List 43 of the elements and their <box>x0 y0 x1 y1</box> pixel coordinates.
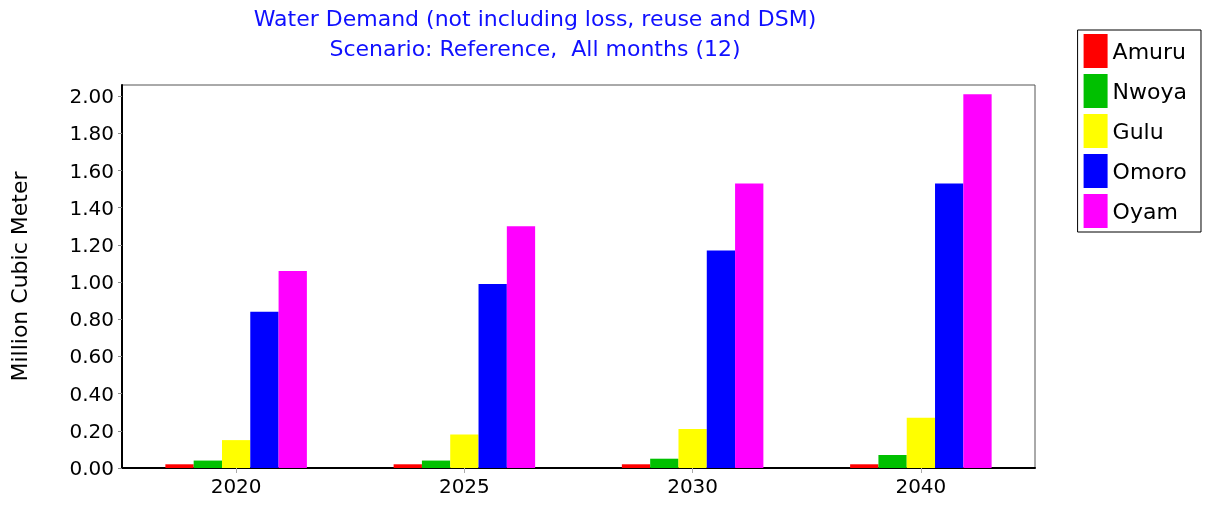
bar <box>878 454 907 468</box>
bar <box>278 270 307 468</box>
bar <box>906 417 936 468</box>
x-tick-label: 2030 <box>667 474 719 498</box>
bar <box>935 183 964 468</box>
bar <box>250 311 279 468</box>
bar <box>506 226 536 468</box>
y-tick-label: 2.00 <box>69 84 114 109</box>
bar <box>221 440 251 468</box>
bar <box>393 464 422 468</box>
chart-title: Water Demand (not including loss, reuse and DSM) <box>253 5 817 31</box>
legend-label: Omoro <box>1112 158 1187 184</box>
x-tick-label: 2040 <box>895 474 947 498</box>
x-tick-label: 2025 <box>438 474 490 498</box>
legend-label: Amuru <box>1112 38 1187 64</box>
bar <box>706 250 736 468</box>
y-tick-label: 1.60 <box>69 158 114 183</box>
bar <box>621 464 651 468</box>
y-tick-label: 1.40 <box>69 195 114 220</box>
y-tick-label: 1.80 <box>69 121 114 146</box>
bar <box>193 460 222 468</box>
bar <box>421 460 451 468</box>
y-tick-label: 1.00 <box>69 270 114 295</box>
y-tick-label: 0.40 <box>69 381 114 406</box>
legend-label: Oyam <box>1112 198 1178 224</box>
y-tick-label: 0.80 <box>69 307 114 332</box>
legend-label: Gulu <box>1112 118 1164 144</box>
x-tick-label: 2020 <box>210 474 262 498</box>
legend-label: Nwoya <box>1112 78 1188 104</box>
y-tick-label: 0.20 <box>69 418 114 443</box>
bar <box>450 434 479 468</box>
bar <box>850 464 879 468</box>
bar <box>165 464 194 468</box>
bar <box>678 428 707 468</box>
bar <box>735 183 764 468</box>
y-tick-label: 0.00 <box>69 456 114 480</box>
y-tick-label: 0.60 <box>69 344 114 369</box>
y-axis-title: Million Cubic Meter <box>6 170 32 382</box>
bar <box>478 283 507 468</box>
bar <box>650 458 679 468</box>
y-tick-label: 1.20 <box>69 232 114 257</box>
bar <box>963 94 992 468</box>
chart-subtitle: Scenario: Reference, All months (12) <box>329 35 741 61</box>
